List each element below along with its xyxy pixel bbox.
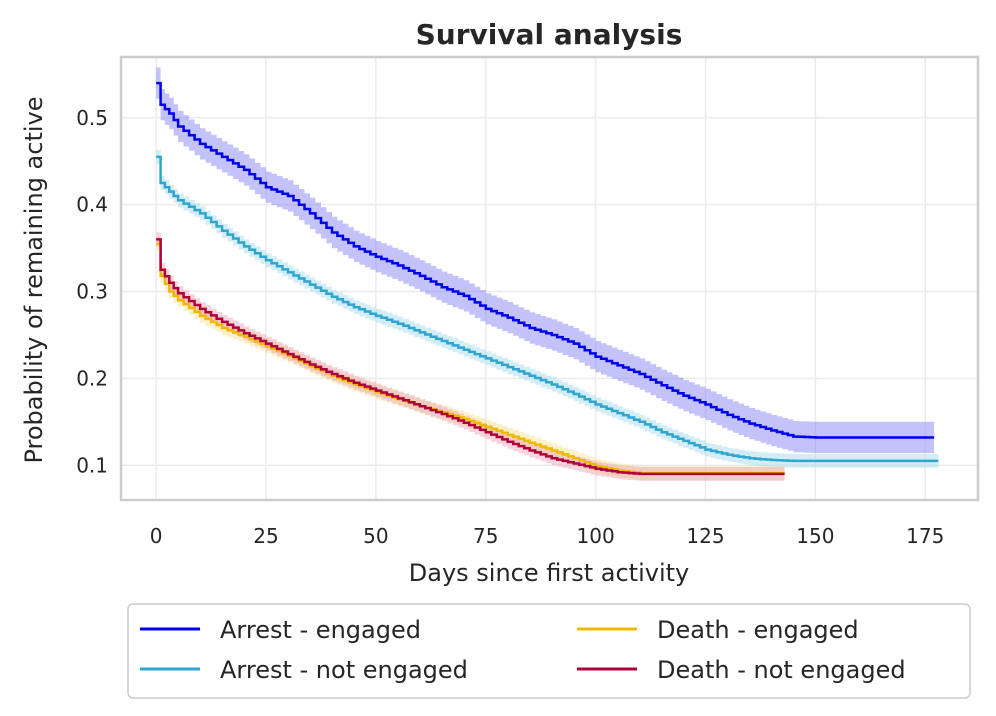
x-tick-label: 75 (473, 524, 498, 548)
confidence-bands (156, 67, 939, 481)
legend-label-death-engaged: Death - engaged (657, 616, 859, 644)
y-tick-label: 0.1 (76, 453, 108, 477)
y-tick-label: 0.5 (76, 106, 108, 130)
death-not-engaged-ci-band (156, 232, 785, 481)
y-tick-label: 0.2 (76, 366, 108, 390)
arrest-engaged-line (156, 81, 935, 439)
plot-frame (119, 55, 980, 502)
y-axis-label: Probability of remaining active (20, 96, 48, 463)
survival-lines (156, 81, 939, 476)
x-tick-label: 25 (253, 524, 278, 548)
grid-lines (121, 57, 978, 500)
death-not-engaged-line (156, 238, 785, 476)
arrest-not-engaged-line (156, 155, 939, 463)
legend-label-death-not-engaged: Death - not engaged (657, 656, 906, 684)
legend: Arrest - engaged Arrest - not engaged Deat… (127, 603, 971, 699)
x-tick-label: 50 (363, 524, 388, 548)
x-tick-label: 175 (906, 524, 944, 548)
chart-title: Survival analysis (416, 18, 683, 51)
x-tick-label: 125 (686, 524, 724, 548)
x-tick-label: 150 (796, 524, 834, 548)
x-axis-label: Days since first activity (409, 559, 690, 587)
x-tick-label: 0 (150, 524, 163, 548)
x-ticks: 0 25 50 75 100 125 150 175 (150, 524, 945, 548)
legend-label-arrest-not-engaged: Arrest - not engaged (220, 656, 468, 684)
legend-box (127, 603, 971, 699)
y-ticks: 0.1 0.2 0.3 0.4 0.5 (76, 106, 108, 477)
y-tick-label: 0.3 (76, 280, 108, 304)
legend-label-arrest-engaged: Arrest - engaged (220, 616, 421, 644)
y-tick-label: 0.4 (76, 193, 108, 217)
x-tick-label: 100 (577, 524, 615, 548)
